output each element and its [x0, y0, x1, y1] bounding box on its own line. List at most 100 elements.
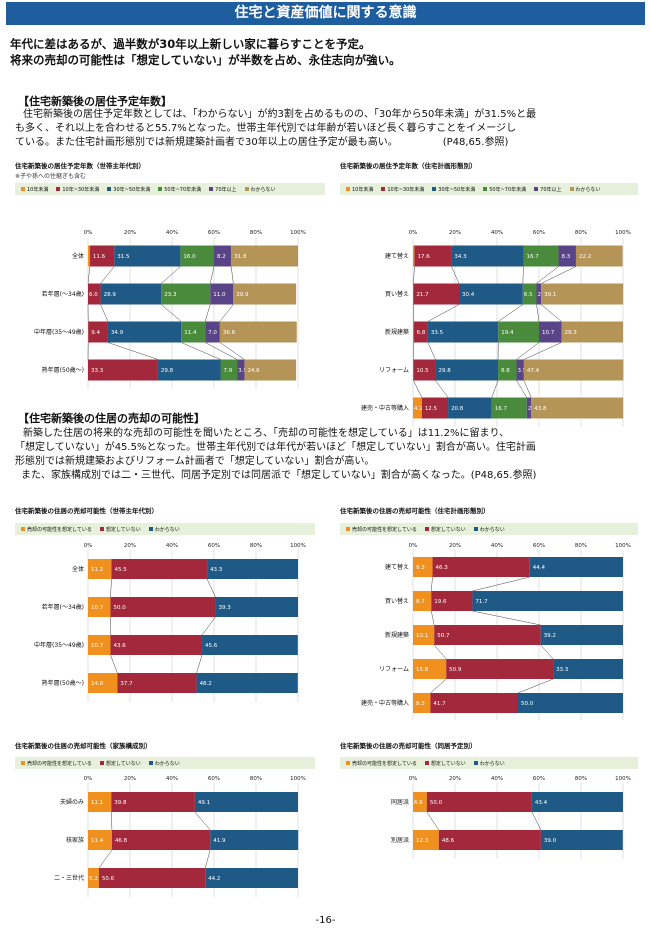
connector-line — [413, 380, 423, 398]
connector-line — [431, 576, 433, 592]
category-label: 二・三世代 — [54, 874, 84, 882]
x-tick-label: 40% — [491, 230, 503, 236]
category-label: 建売・中古等購入 — [361, 404, 409, 412]
x-tick-label: 60% — [533, 776, 545, 782]
legend-label: 70年以上 — [540, 186, 562, 193]
x-tick-label: 0% — [409, 776, 418, 782]
chart-title: 住宅新築後の住居の売却可能性（家族構成別） — [15, 742, 152, 750]
chart-legend: 売却の可能性を想定している 想定していない わからない — [15, 523, 315, 535]
data-label: 41.9 — [213, 838, 226, 844]
x-tick-label: 40% — [166, 776, 178, 782]
data-label: 10.7 — [91, 605, 104, 611]
connector-line — [205, 342, 238, 360]
body-line: も多く、それ以上を合わせると55.7%となった。世帯主年代別では年齢が若いほど長… — [15, 123, 517, 134]
x-tick-label: 0% — [409, 543, 418, 549]
bar-segment — [413, 830, 439, 850]
data-label: 29.8 — [161, 368, 174, 374]
chart-title: 住宅新築後の住居の売却可能性（同居予定別） — [340, 742, 477, 750]
bar-segment — [413, 359, 436, 381]
bar-segment — [88, 635, 111, 655]
x-tick-label: 0% — [84, 230, 93, 236]
data-label: 8.7 — [416, 599, 425, 605]
x-tick-label: 20% — [124, 776, 136, 782]
data-label: 39.8 — [114, 800, 127, 806]
data-label: 33.3 — [556, 667, 569, 673]
bar-segment — [88, 673, 118, 693]
connector-line — [516, 342, 540, 360]
data-label: 9.3 — [416, 565, 425, 571]
bar-segment — [498, 359, 517, 381]
category-label: 建て替え — [385, 563, 409, 571]
x-tick-label: 20% — [449, 230, 461, 236]
connector-line — [431, 610, 435, 626]
data-label: 3.5 — [518, 368, 527, 374]
bar-segment — [161, 283, 211, 305]
data-label: 43.8 — [534, 406, 547, 412]
body-line: 「想定していない」が45.5%となった。世帯主年代別では年代が若いほど「想定して… — [15, 442, 536, 453]
legend-label: 50年~70年未満 — [164, 186, 202, 193]
data-label: 10.7 — [91, 643, 104, 649]
x-tick-label: 100% — [615, 776, 631, 782]
category-label: 買い替え — [385, 290, 409, 298]
x-tick-label: 40% — [491, 776, 503, 782]
data-label: 6.0 — [89, 292, 98, 298]
legend-item: 売却の可能性を想定している — [21, 526, 92, 533]
bar-segment — [88, 321, 108, 343]
x-tick-label: 60% — [208, 230, 220, 236]
bar-segment — [117, 673, 197, 693]
data-label: 43.4 — [535, 800, 548, 806]
data-label: 12.5 — [425, 406, 438, 412]
legend-swatch — [346, 187, 350, 191]
data-label: 39.1 — [544, 292, 556, 298]
bar-segment — [107, 321, 182, 343]
x-tick-label: 100% — [615, 543, 631, 549]
data-label: 50.9 — [449, 667, 462, 673]
data-label: 17.6 — [417, 254, 430, 260]
data-label: 43.3 — [210, 567, 223, 573]
data-label: 50.0 — [521, 701, 534, 707]
data-label: 12.3 — [416, 838, 429, 844]
data-label: 50.0 — [430, 800, 443, 806]
legend-item: 30年~50年未満 — [107, 186, 150, 193]
connector-line — [517, 678, 554, 694]
bar-segment — [196, 673, 298, 693]
bar-segment — [523, 359, 624, 381]
legend-swatch — [158, 187, 163, 191]
legend-swatch — [148, 527, 153, 531]
bar-segment — [451, 245, 524, 267]
data-label: 41.7 — [433, 701, 446, 707]
legend-item: 売却の可能性を想定している — [346, 526, 417, 533]
bar-segment — [88, 830, 112, 850]
data-label: 23.3 — [164, 292, 177, 298]
bar-segment — [220, 359, 238, 381]
bar-segment — [539, 321, 562, 343]
legend-label: わからない — [575, 186, 601, 193]
chart-sale-by-plan: 0% 20% 40% 60% 80% 100% 建て替え 9.3 46.3 44.4 買い替え 8.7… — [361, 543, 631, 720]
bar-segment — [432, 557, 530, 577]
bar-segment — [438, 830, 541, 850]
data-label: 16.7 — [495, 406, 508, 412]
data-label: 6.8 — [417, 330, 426, 336]
data-label: 31.5 — [117, 254, 130, 260]
data-label: 21.7 — [416, 292, 429, 298]
page-banner: 住宅と資産価値に関する意識 — [6, 2, 645, 25]
data-label: 29.9 — [236, 292, 249, 298]
data-label: 33.3 — [91, 368, 104, 374]
bar-segment — [89, 245, 115, 267]
data-label: 8.3 — [416, 701, 425, 707]
bar-segment — [413, 245, 415, 267]
data-label: 43.6 — [113, 643, 126, 649]
body-line: ている。また住宅計画形態別では新規建築計画者で30年以上の居住予定が最も高い。 … — [15, 137, 509, 148]
data-label: 16.7 — [526, 254, 539, 260]
data-label: 11.4 — [91, 838, 104, 844]
chart-title: 住宅新築後の居住予定年数（住宅計画形態別） — [340, 162, 477, 170]
category-label: 同居派 — [391, 799, 409, 806]
legend-label: 70年以上 — [215, 186, 237, 193]
connector-line — [536, 304, 540, 322]
body-line: 新築した住居の将来的な売却の可能性を聞いたところ、「売却の可能性を想定している」… — [23, 428, 510, 439]
x-tick-label: 80% — [250, 543, 262, 549]
bar-segment — [558, 245, 576, 267]
legend-swatch — [424, 527, 429, 531]
data-label: 71.7 — [475, 599, 488, 605]
bar-segment — [210, 283, 234, 305]
